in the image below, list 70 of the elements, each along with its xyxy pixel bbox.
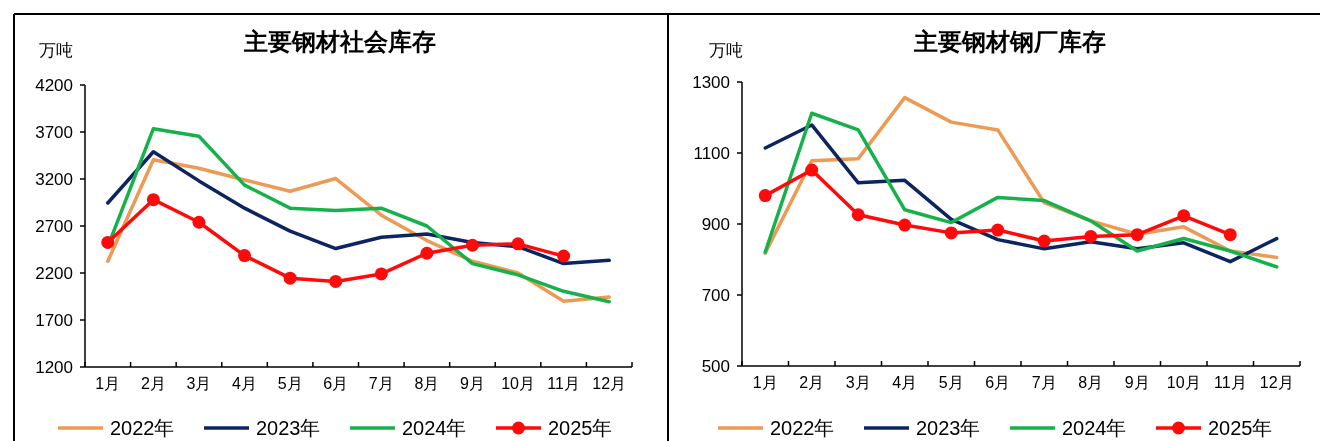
point	[420, 246, 434, 260]
legend-label: 2025年	[1208, 417, 1273, 439]
y-tick-label: 1300	[692, 73, 730, 92]
point	[192, 215, 206, 229]
point	[329, 274, 343, 288]
point	[283, 271, 297, 285]
y-tick-label: 3700	[35, 123, 73, 142]
x-tick-label: 12月	[592, 375, 627, 392]
y-tick-label: 1200	[35, 358, 73, 377]
x-tick-label: 4月	[232, 375, 257, 392]
x-tick-label: 8月	[414, 375, 440, 392]
point	[101, 235, 115, 249]
point	[465, 238, 479, 252]
x-tick-label: 6月	[985, 374, 1011, 391]
x-tick-label: 11月	[1213, 374, 1247, 391]
x-tick-label: 3月	[186, 375, 212, 392]
chart-title: 主要钢材社会库存	[243, 28, 436, 55]
y-tick-label: 500	[701, 357, 730, 376]
point	[1223, 228, 1237, 242]
point	[1130, 228, 1144, 242]
point	[991, 223, 1005, 237]
y-axis-title: 万吨	[709, 41, 743, 60]
x-tick-label: 2月	[140, 375, 166, 392]
y-tick-label: 3200	[35, 170, 73, 189]
x-tick-label: 10月	[1166, 374, 1201, 391]
chart-title: 主要钢材钢厂库存	[913, 28, 1106, 55]
x-tick-label: 4月	[892, 374, 918, 391]
x-tick-label: 5月	[938, 374, 964, 391]
legend-label: 2024年	[402, 417, 467, 439]
x-tick-label: 5月	[277, 375, 303, 392]
y-tick-label: 700	[701, 286, 730, 305]
point	[374, 267, 388, 281]
point	[851, 208, 865, 222]
point	[898, 218, 912, 232]
x-tick-label: 7月	[368, 375, 394, 392]
y-tick-label: 2200	[35, 264, 73, 283]
x-tick-label: 10月	[501, 375, 535, 392]
legend-label: 2023年	[916, 417, 981, 439]
x-tick-label: 11月	[547, 375, 580, 392]
legend-label: 2023年	[256, 417, 321, 439]
x-tick-label: 1月	[95, 375, 121, 392]
x-tick-label: 8月	[1078, 374, 1104, 391]
y-axis-title: 万吨	[39, 41, 73, 60]
y-tick-label: 4200	[35, 76, 73, 95]
x-tick-label: 9月	[1124, 374, 1150, 391]
x-tick-label: 6月	[323, 375, 349, 392]
legend-label: 2022年	[110, 417, 175, 439]
legend-label: 2024年	[1062, 417, 1127, 439]
point	[146, 193, 160, 207]
point	[758, 189, 772, 203]
x-tick-label: 2月	[799, 374, 825, 391]
x-tick-label: 3月	[845, 374, 871, 391]
point	[805, 163, 819, 177]
point	[557, 249, 571, 263]
x-tick-label: 9月	[460, 375, 485, 392]
y-tick-label: 900	[701, 215, 730, 234]
point	[238, 249, 252, 263]
x-tick-label: 12月	[1259, 374, 1294, 391]
x-tick-label: 1月	[752, 374, 778, 391]
point	[511, 237, 525, 251]
y-tick-label: 2700	[35, 217, 73, 236]
y-tick-label: 1700	[35, 311, 73, 330]
x-tick-label: 7月	[1031, 374, 1057, 391]
y-tick-label: 1100	[693, 144, 730, 163]
point	[1177, 209, 1191, 223]
point	[944, 226, 958, 240]
point	[1037, 234, 1051, 248]
point	[1084, 229, 1098, 243]
legend-label: 2025年	[548, 417, 613, 439]
legend-label: 2022年	[770, 417, 835, 439]
